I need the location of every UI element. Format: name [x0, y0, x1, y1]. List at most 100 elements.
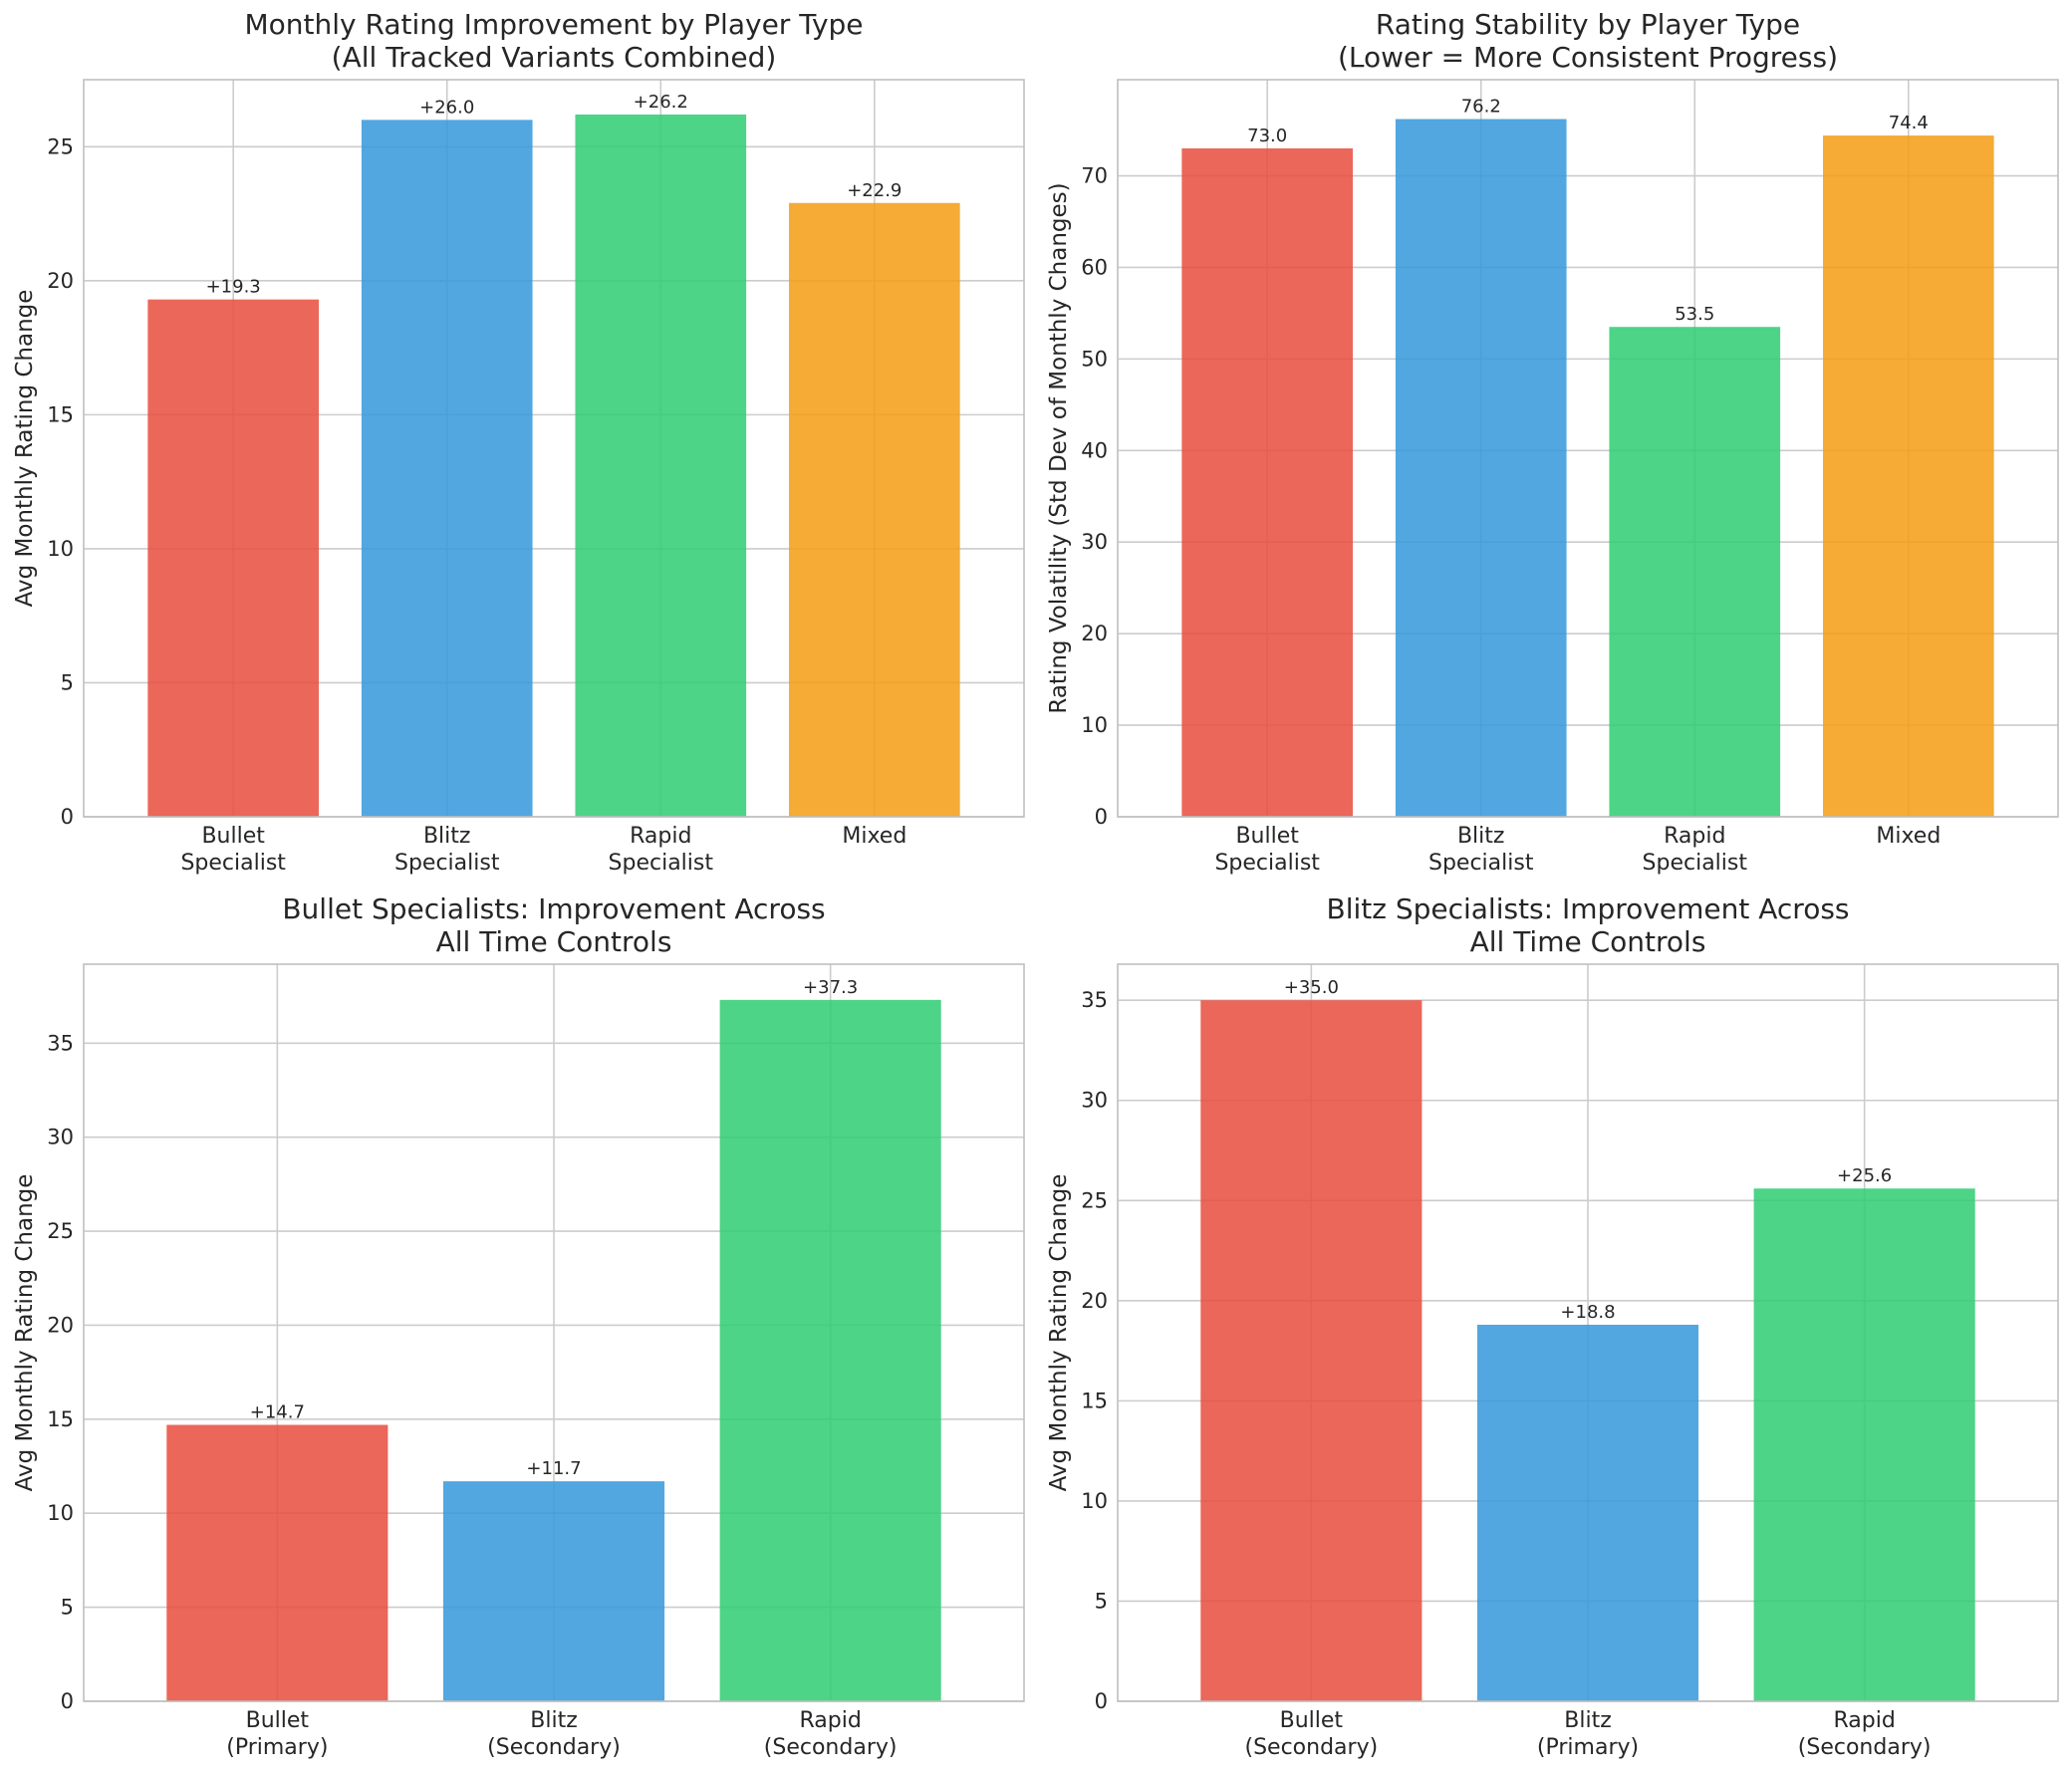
x-tick-label: Blitz	[530, 1708, 578, 1733]
x-tick-label: Mixed	[842, 824, 906, 849]
bar-blitz	[1395, 119, 1567, 817]
bar-bullet	[166, 1424, 388, 1701]
data-label: +35.0	[1284, 977, 1339, 998]
y-tick-label: 5	[1095, 1589, 1108, 1613]
chart-title: Bullet Specialists: Improvement Across	[282, 892, 825, 925]
bar-mixed	[1823, 135, 1994, 818]
chart-title: (All Tracked Variants Combined)	[332, 41, 777, 74]
x-tick-label: Specialist	[1214, 851, 1320, 876]
x-tick-label: Specialist	[609, 851, 714, 876]
bar-rapid	[575, 114, 747, 818]
data-label: +14.7	[250, 1402, 305, 1423]
x-tick-label: (Secondary)	[1245, 1735, 1379, 1760]
y-tick-label: 10	[47, 1501, 74, 1525]
x-tick-label: (Primary)	[226, 1735, 328, 1760]
chart-title: All Time Controls	[1470, 925, 1706, 958]
y-tick-label: 30	[1081, 530, 1108, 554]
bar-rapid	[719, 999, 941, 1701]
chart-panel-4: 05101520253035+35.0+18.8+25.6Bullet(Seco…	[1046, 892, 2059, 1760]
x-tick-label: Blitz	[1564, 1708, 1612, 1733]
data-label: +19.3	[206, 277, 261, 298]
x-tick-label: Bullet	[201, 824, 265, 849]
y-tick-label: 10	[1081, 1489, 1108, 1513]
x-tick-label: Rapid	[1833, 1708, 1895, 1733]
y-tick-label: 20	[47, 1313, 74, 1337]
bar-blitz	[442, 1481, 665, 1701]
chart-title: Rating Stability by Player Type	[1376, 8, 1800, 41]
x-tick-label: Bullet	[1235, 824, 1299, 849]
y-axis-label: Avg Monthly Rating Change	[1046, 1174, 1072, 1492]
y-tick-label: 25	[47, 134, 74, 158]
bar-bullet	[1200, 1000, 1423, 1701]
data-label: +22.9	[847, 180, 902, 201]
bar-bullet	[147, 299, 319, 817]
x-tick-label: (Secondary)	[764, 1735, 898, 1760]
data-label: +37.3	[803, 977, 858, 998]
y-tick-label: 0	[61, 1689, 74, 1713]
y-tick-label: 35	[1081, 988, 1108, 1012]
data-label: +25.6	[1837, 1165, 1892, 1186]
y-tick-label: 25	[47, 1219, 74, 1243]
x-tick-label: (Secondary)	[1798, 1735, 1932, 1760]
y-tick-label: 15	[47, 402, 74, 426]
chart-title: All Time Controls	[436, 925, 672, 958]
y-axis-label: Rating Volatility (Std Dev of Monthly Ch…	[1046, 182, 1072, 713]
y-tick-label: 50	[1081, 347, 1108, 371]
y-tick-label: 0	[1095, 1689, 1108, 1713]
y-tick-label: 10	[47, 537, 74, 561]
y-tick-label: 10	[1081, 713, 1108, 737]
chart-panel-3: 0 5 10 15 20 25 30 35 +14.7 +11.7 +37.3 Bullet(Prim…	[12, 892, 1025, 1760]
x-tick-label: Bullet	[246, 1708, 310, 1733]
y-tick-label: 30	[47, 1126, 74, 1149]
x-tick-label: Rapid	[799, 1708, 861, 1733]
x-tick-label: Specialist	[180, 851, 286, 876]
axes-frame	[1117, 79, 2059, 818]
axes-frame	[1117, 963, 2059, 1702]
data-label: 73.0	[1247, 126, 1287, 146]
y-axis-label: Avg Monthly Rating Change	[12, 1174, 38, 1492]
y-tick-label: 25	[1081, 1188, 1108, 1212]
y-tick-label: 60	[1081, 255, 1108, 279]
bar-mixed	[789, 202, 960, 818]
y-axis-label: Avg Monthly Rating Change	[12, 290, 38, 608]
data-label: +11.7	[526, 1458, 581, 1479]
y-tick-label: 0	[61, 805, 74, 829]
x-tick-label: Specialist	[1643, 851, 1748, 876]
y-tick-label: 15	[47, 1407, 74, 1431]
bar-blitz	[361, 120, 533, 817]
x-tick-label: Rapid	[630, 824, 691, 849]
chart-panel-2: 01020304050607073.076.253.574.4BulletSpe…	[1046, 8, 2059, 876]
data-label: 74.4	[1889, 113, 1929, 133]
chart-title: Monthly Rating Improvement by Player Typ…	[244, 8, 863, 41]
y-tick-label: 5	[61, 670, 74, 694]
y-tick-label: 20	[1081, 622, 1108, 645]
x-tick-label: Specialist	[1428, 851, 1534, 876]
x-tick-label: (Primary)	[1537, 1735, 1639, 1760]
axes-frame	[83, 79, 1025, 818]
y-tick-label: 5	[61, 1596, 74, 1620]
data-label: +26.2	[634, 92, 688, 113]
x-tick-label: Blitz	[1457, 824, 1505, 849]
y-tick-label: 30	[1081, 1089, 1108, 1113]
x-tick-label: Bullet	[1280, 1708, 1344, 1733]
bar-rapid	[1609, 327, 1781, 817]
bar-bullet	[1181, 147, 1353, 817]
y-tick-label: 0	[1095, 805, 1108, 829]
chart-title: Blitz Specialists: Improvement Across	[1326, 892, 1849, 925]
bar-rapid	[1753, 1188, 1975, 1701]
y-tick-label: 70	[1081, 164, 1108, 188]
axes-frame	[83, 963, 1025, 1702]
data-label: +26.0	[419, 97, 474, 118]
x-tick-label: (Secondary)	[487, 1735, 621, 1760]
y-tick-label: 40	[1081, 438, 1108, 462]
data-label: 53.5	[1675, 304, 1714, 325]
y-tick-label: 35	[47, 1031, 74, 1055]
chart-title: (Lower = More Consistent Progress)	[1338, 41, 1838, 74]
y-tick-label: 15	[1081, 1389, 1108, 1412]
x-tick-label: Rapid	[1664, 824, 1725, 849]
x-tick-label: Specialist	[394, 851, 500, 876]
bar-blitz	[1476, 1324, 1699, 1701]
data-label: +18.8	[1560, 1302, 1615, 1323]
